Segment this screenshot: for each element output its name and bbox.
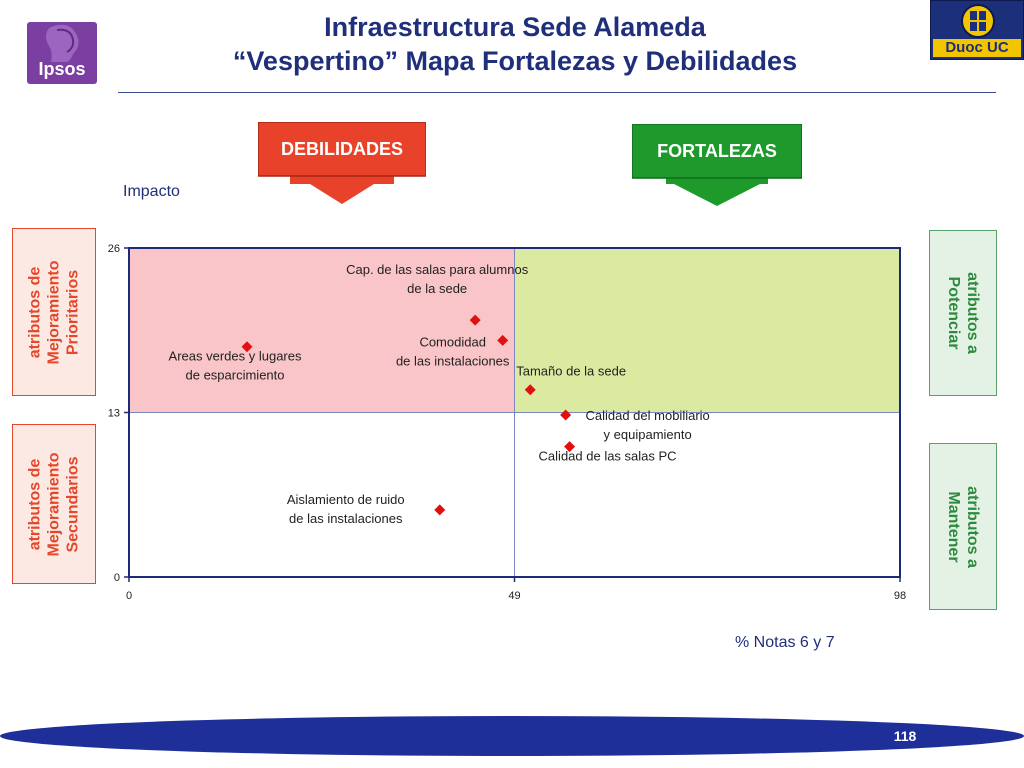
down-arrow-icon [258, 122, 426, 204]
x-tick-label: 98 [894, 590, 906, 602]
scatter-chart: 0 13 26 0 49 98 Areas verdes y lugares de espar… [108, 243, 906, 602]
debilidades-banner: DEBILIDADES [258, 122, 426, 204]
y-tick-label: 26 [108, 243, 120, 255]
slide-title: Infraestructura Sede Alameda “Vespertino… [110, 10, 920, 78]
title-divider [118, 92, 996, 93]
title-line-2: “Vespertino” Mapa Fortalezas y Debilidad… [232, 46, 798, 76]
data-point [497, 334, 509, 346]
data-point [560, 409, 572, 421]
x-tick-label: 0 [126, 590, 132, 602]
title-line-1: Infraestructura Sede Alameda [324, 12, 706, 42]
page-number: 118 [893, 728, 917, 744]
data-point [524, 384, 536, 396]
footer-band [0, 716, 1024, 756]
y-tick-label: 0 [114, 572, 120, 584]
quadrant-mejoramiento-prioritario [129, 248, 515, 413]
data-point [434, 504, 446, 516]
mejoramiento-secundarios-label: atributos de Mejoramiento Secundarios [12, 424, 96, 584]
ipsos-logo: Ipsos [27, 22, 97, 84]
duoc-uc-logo: Duoc UC [930, 0, 1024, 60]
data-point-label: Aislamiento de ruido de las instalaciones [287, 492, 405, 526]
data-point-label: Calidad de las salas PC [539, 449, 677, 464]
mejoramiento-prioritarios-label: atributos de Mejoramiento Prioritarios [12, 228, 96, 396]
y-axis-title: Impacto [123, 183, 180, 200]
data-point-label: Calidad del mobiliario y equipamiento [585, 408, 709, 442]
debilidades-label: DEBILIDADES [280, 139, 403, 159]
atributos-mantener-label: atributos a Mantener [929, 443, 997, 610]
data-point [241, 341, 253, 353]
data-point-label: Comodidad de las instalaciones [396, 334, 510, 368]
data-point [564, 441, 576, 453]
data-point-label: Areas verdes y lugares de esparcimiento [169, 349, 302, 383]
data-point [469, 314, 481, 326]
x-tick-label: 49 [508, 590, 520, 602]
down-arrow-icon [632, 124, 802, 206]
data-point-label: Tamaño de la sede [516, 364, 626, 379]
crest-icon [961, 4, 995, 38]
y-tick-label: 13 [108, 408, 120, 420]
ipsos-face-icon [46, 24, 79, 62]
x-axis-title: % Notas 6 y 7 [735, 634, 835, 651]
quadrant-potenciar [514, 248, 900, 413]
fortalezas-label: FORTALEZAS [657, 141, 777, 161]
data-point-label: Cap. de las salas para alumnos de la sede [346, 262, 529, 296]
atributos-potenciar-label: atributos a Potenciar [929, 230, 997, 396]
fortalezas-banner: FORTALEZAS [632, 124, 802, 206]
